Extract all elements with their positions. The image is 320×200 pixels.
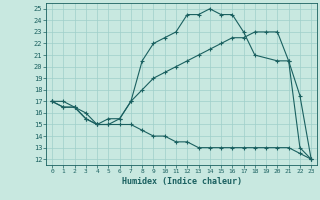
X-axis label: Humidex (Indice chaleur): Humidex (Indice chaleur) (122, 177, 242, 186)
